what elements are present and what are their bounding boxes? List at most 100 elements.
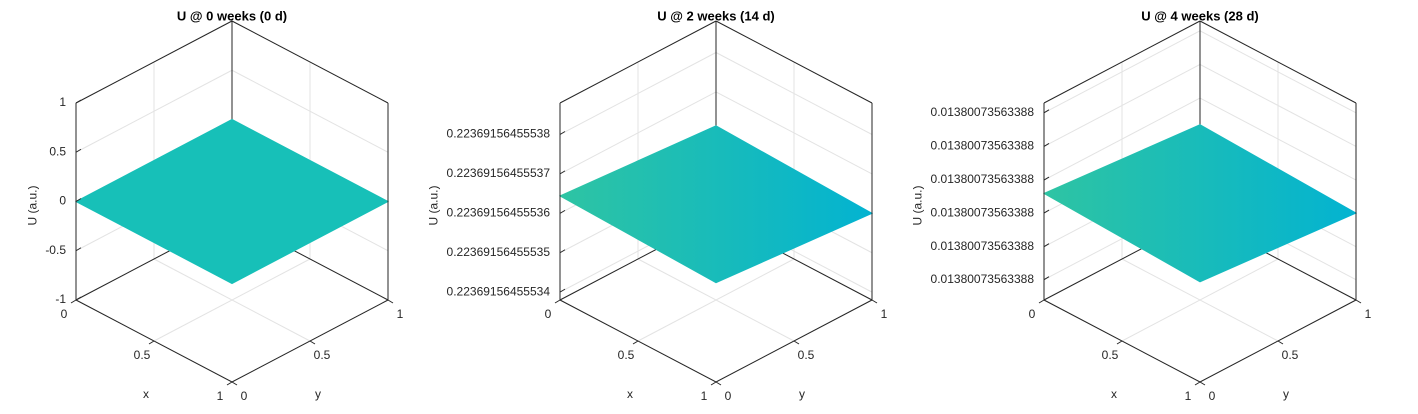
x-tick-label: 1: [1185, 389, 1192, 403]
tick: [148, 340, 155, 345]
x-tick-label: 0.5: [618, 348, 635, 362]
surface: [74, 118, 390, 285]
z-axis-label: U (a.u.): [911, 185, 925, 225]
tick: [1277, 340, 1284, 345]
grid-line: [153, 258, 311, 342]
box-edge: [231, 20, 389, 104]
box-edge: [75, 20, 233, 104]
grid-line: [1043, 64, 1201, 147]
tick: [1194, 381, 1201, 386]
box-edge: [559, 20, 717, 104]
tick: [1116, 340, 1123, 345]
tick: [1038, 299, 1045, 304]
z-tick-label: -1: [55, 292, 66, 306]
tick: [1043, 143, 1050, 147]
tick: [1043, 276, 1050, 281]
tick: [715, 381, 722, 386]
tick: [1199, 381, 1206, 386]
y-tick-label: 1: [397, 307, 404, 321]
grid-line: [715, 91, 873, 175]
grid-line: [637, 258, 795, 342]
tick: [231, 381, 238, 386]
z-tick-label: 0: [59, 194, 66, 208]
z-tick-label: 0.01380073563388: [931, 139, 1035, 153]
surface: [1042, 124, 1358, 283]
y-tick-label: 0.5: [798, 348, 815, 362]
grid-line: [1043, 30, 1201, 114]
z-tick-label: 0.22369156455537: [447, 166, 551, 180]
y-axis-label: y: [1283, 387, 1289, 401]
y-tick-label: 0: [1209, 389, 1216, 403]
z-axis-label: U (a.u.): [427, 185, 441, 225]
tick: [75, 198, 82, 202]
tick: [793, 340, 800, 345]
tick: [554, 299, 561, 304]
tick: [1043, 209, 1050, 214]
z-tick-label: 0.01380073563388: [931, 239, 1035, 253]
z-tick-label: 0.01380073563388: [931, 272, 1035, 286]
tick: [75, 148, 82, 153]
z-axis-label: U (a.u.): [25, 185, 39, 225]
z-tick-label: -0.5: [45, 243, 66, 257]
tick: [75, 99, 82, 104]
y-tick-label: 0: [725, 389, 732, 403]
chart-title: U @ 0 weeks (0 d): [177, 8, 287, 23]
y-tick-label: 1: [1365, 307, 1372, 321]
z-tick-label: 1: [59, 95, 66, 109]
tick: [632, 340, 639, 345]
tick: [70, 299, 77, 304]
x-axis-label: x: [143, 387, 149, 401]
x-axis-label: x: [627, 387, 633, 401]
grid-line: [559, 91, 717, 175]
grid-line: [1199, 64, 1357, 147]
tick: [871, 299, 878, 304]
x-tick-label: 0: [545, 307, 552, 321]
z-tick-label: 0.22369156455535: [447, 245, 551, 259]
chart-title: U @ 4 weeks (28 d): [1141, 8, 1258, 23]
tick: [1355, 299, 1362, 304]
tick: [387, 299, 394, 304]
y-axis-label: y: [799, 387, 805, 401]
z-tick-label: 0.5: [49, 144, 66, 158]
tick: [1043, 176, 1050, 181]
box-edge: [1043, 20, 1201, 104]
tick: [559, 249, 566, 254]
tick: [1043, 243, 1050, 248]
x-tick-label: 0.5: [1102, 348, 1119, 362]
grid-line: [715, 52, 873, 135]
tick: [710, 381, 717, 386]
z-tick-label: 0.22369156455536: [447, 206, 551, 220]
tick: [559, 131, 566, 135]
tick: [75, 296, 82, 301]
x-tick-label: 0: [1029, 307, 1036, 321]
box-edge: [1199, 20, 1357, 104]
axes: 0 0.5 1 0 0.5 1 0.01380073563388 0.013800735633…: [911, 8, 1372, 403]
axes: 0 0.5 1 0 0.5 1 0.22369156455534 0.223691564555…: [427, 8, 888, 403]
grid-line: [1199, 30, 1357, 114]
chart-title: U @ 2 weeks (14 d): [657, 8, 774, 23]
y-tick-label: 0: [241, 389, 248, 403]
x-tick-label: 1: [217, 389, 224, 403]
y-tick-label: 1: [881, 307, 888, 321]
z-tick-label: 0.22369156455538: [447, 127, 551, 141]
tick: [1043, 109, 1050, 114]
tick: [559, 170, 566, 175]
x-tick-label: 0: [61, 307, 68, 321]
grid-line: [231, 69, 389, 153]
grid-line: [1043, 97, 1201, 181]
tick: [559, 288, 566, 293]
box-edge: [715, 20, 873, 104]
tick: [559, 209, 566, 214]
axes: 0 0.5 1 0 0.5 1 -1 -0.5 0 0.5 1 x y U (a.u.) U @ 0 wee…: [25, 8, 403, 403]
z-tick-label: 0.01380073563388: [931, 172, 1035, 186]
grid-line: [1121, 258, 1279, 342]
y-tick-label: 0.5: [1282, 348, 1299, 362]
y-axis-label: y: [315, 387, 321, 401]
z-tick-label: 0.01380073563388: [931, 205, 1035, 219]
grid-line: [1199, 97, 1357, 181]
x-axis-label: x: [1111, 387, 1117, 401]
grid-line: [559, 52, 717, 135]
tick: [75, 247, 82, 252]
z-tick-label: 0.22369156455534: [447, 284, 551, 298]
